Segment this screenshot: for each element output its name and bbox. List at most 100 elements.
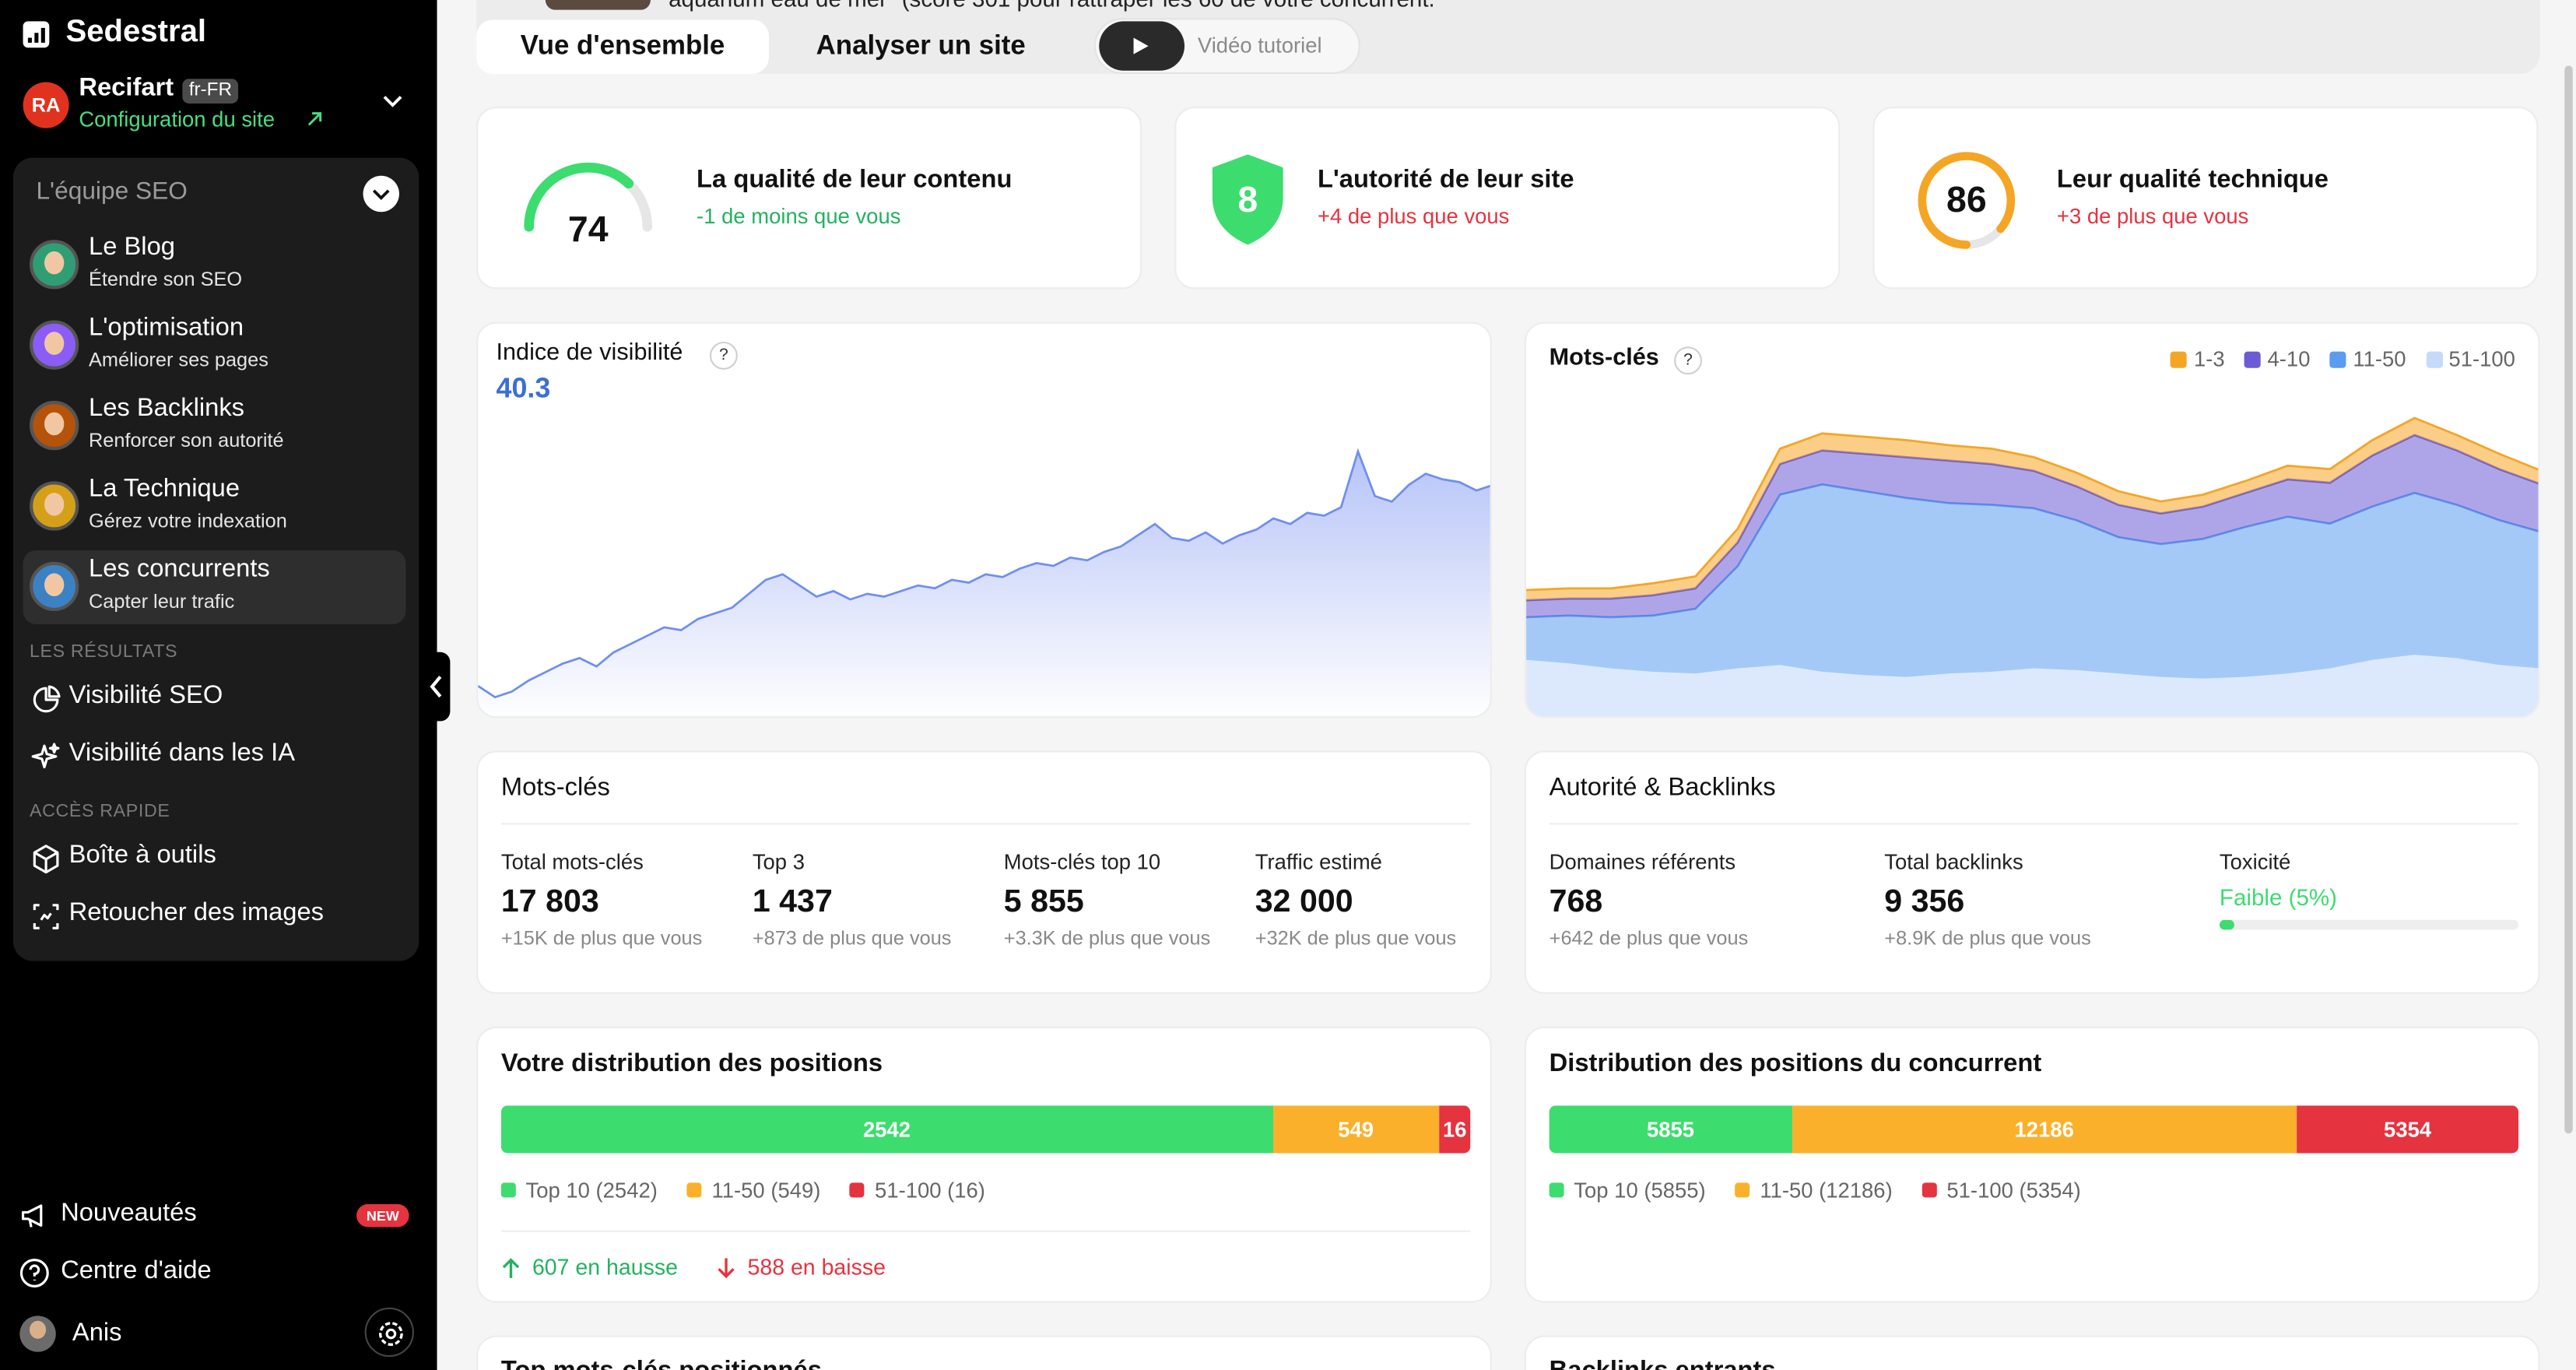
member-avatar <box>29 561 79 612</box>
legend: 1-3 4-10 11-50 51-100 <box>2171 346 2515 371</box>
video-tutorial[interactable]: Vidéo tutoriel <box>1093 18 1360 74</box>
legend-label: 4-10 <box>2267 346 2311 371</box>
chevron-icon <box>430 676 442 698</box>
stat-label: Toxicité <box>2219 849 2291 874</box>
legend-item[interactable]: 51-100 <box>2425 346 2515 371</box>
stat-delta: +642 de plus que vous <box>1549 926 1749 950</box>
help-icon[interactable]: ? <box>709 341 738 370</box>
avatar-face <box>44 251 65 275</box>
icon-shape <box>33 845 59 874</box>
scrollbar[interactable] <box>2564 65 2573 1134</box>
help-icon <box>19 1259 49 1287</box>
member-name: Les Backlinks <box>88 394 245 423</box>
score-card: La qualité de leur contenu -1 de moins qu… <box>476 107 1142 290</box>
tab[interactable]: Analyser un site <box>816 31 1026 61</box>
legend-item[interactable]: 4-10 <box>2244 346 2311 371</box>
bar-segment: 5855 <box>1549 1105 1792 1154</box>
team-title: L'équipe SEO <box>36 177 188 206</box>
icon-shape <box>21 1204 43 1228</box>
team-member[interactable]: Le Blog Étendre son SEO <box>23 228 406 302</box>
card-title: Distribution des positions du concurrent <box>1549 1049 2042 1078</box>
nav-item[interactable]: Boîte à outils <box>23 834 409 883</box>
visibility-card: Indice de visibilité? 40.3 <box>476 321 1492 718</box>
section-title: ACCÈS RAPIDE <box>29 801 170 822</box>
distribution-bar: 2542 549 16 <box>500 1105 1471 1154</box>
site-name[interactable]: Recifart <box>79 73 174 102</box>
section-title: LES RÉSULTATS <box>29 642 178 662</box>
legend-item[interactable]: 1-3 <box>2171 346 2225 371</box>
site-switch-chevron <box>383 96 402 107</box>
stats-card: Mots-clés Total mots-clés 17 803 +15K de pl… <box>476 750 1492 994</box>
visibility-value: 40.3 <box>496 373 551 405</box>
icon-shape <box>385 1328 397 1340</box>
nav-label: Centre d'aide <box>61 1256 212 1285</box>
member-avatar <box>29 400 79 451</box>
shield: 8 <box>1212 154 1283 245</box>
card-title: Top mots-clés positionnés <box>501 1357 822 1370</box>
nav-item[interactable]: Visibilité dans les IA <box>23 732 409 782</box>
legend-item: Top 10 (2542) <box>500 1178 658 1203</box>
nav-icon <box>33 904 59 929</box>
stat-label: Top 3 <box>752 849 805 874</box>
trend-up: 607 en hausse <box>501 1255 678 1280</box>
score-card: L'autorité de leur site +4 de plus que vo… <box>1174 107 1841 290</box>
score-delta: -1 de moins que vous <box>697 203 901 229</box>
team-member[interactable]: La Technique Gérez votre indexation <box>23 470 406 544</box>
member-sub: Améliorer ses pages <box>88 348 268 371</box>
header-bar <box>476 0 2540 74</box>
arrow <box>502 1257 520 1277</box>
section-card: Backlinks entrants <box>1524 1335 2540 1370</box>
stat-label: Domaines référents <box>1549 849 1736 874</box>
member-avatar <box>29 481 79 531</box>
stat-value: 9 356 <box>1884 883 1965 920</box>
team-member[interactable]: Les Backlinks Renforcer son autorité <box>23 389 406 463</box>
stat-delta: +32K de plus que vous <box>1255 926 1457 950</box>
avatar-face <box>29 1320 47 1339</box>
news-link[interactable]: Nouveautés NEW <box>16 1196 419 1235</box>
legend-item[interactable]: 11-50 <box>2329 346 2406 371</box>
settings-button[interactable] <box>364 1307 414 1358</box>
icon-shape <box>19 1259 49 1287</box>
nav-item[interactable]: Retoucher des images <box>23 892 409 941</box>
nav-icon <box>31 743 60 769</box>
stat-delta: +3.3K de plus que vous <box>1003 926 1211 950</box>
divider <box>500 823 1471 825</box>
team-member[interactable]: L'optimisation Améliorer ses pages <box>23 309 406 383</box>
nav-icon <box>33 685 61 713</box>
legend-label: 11-50 (549) <box>711 1178 821 1203</box>
trend-arrow <box>502 1257 520 1277</box>
site-settings-link[interactable]: Configuration du site <box>79 107 275 132</box>
trend-arrow <box>718 1257 735 1278</box>
stats-card: Autorité & Backlinks Domaines référents 76… <box>1524 750 2540 994</box>
sidebar-toggle[interactable] <box>422 652 451 722</box>
new-badge: NEW <box>356 1203 409 1228</box>
gear-icon <box>379 1322 403 1346</box>
team-panel: L'équipe SEO Le Blog Étendre son SEO L'opti… <box>12 157 419 961</box>
card-title: Mots-clés <box>500 773 610 802</box>
help-link[interactable]: Centre d'aide <box>16 1253 419 1293</box>
chevron <box>430 676 442 698</box>
user-avatar <box>19 1316 56 1352</box>
legend-item: 51-100 (5354) <box>1921 1178 2081 1203</box>
team-member[interactable]: Les concurrents Capter leur trafic <box>23 550 406 624</box>
tab[interactable]: Vue d'ensemble <box>476 19 769 74</box>
stat-label: Mots-clés top 10 <box>1003 849 1161 874</box>
avatar-face <box>44 573 65 597</box>
video-label: Vidéo tutoriel <box>1197 33 1322 58</box>
legend-item: 51-100 (16) <box>850 1178 985 1203</box>
icon-shape <box>379 1322 403 1346</box>
divider <box>1549 823 2519 825</box>
score-delta: +3 de plus que vous <box>2056 203 2249 229</box>
score-card: Leur qualité technique +3 de plus que vou… <box>1872 107 2539 290</box>
member-sub: Étendre son SEO <box>88 267 243 291</box>
arrow <box>718 1257 735 1278</box>
brand-icon <box>23 21 50 48</box>
stat-value: 17 803 <box>500 883 599 920</box>
bar-segment: 5354 <box>2297 1105 2519 1154</box>
banner-thumb <box>545 0 651 10</box>
user-name[interactable]: Anis <box>72 1319 122 1347</box>
help-icon[interactable]: ? <box>1674 346 1702 375</box>
nav-item[interactable]: Visibilité SEO <box>23 675 409 724</box>
stat-value: 5 855 <box>1003 883 1084 920</box>
